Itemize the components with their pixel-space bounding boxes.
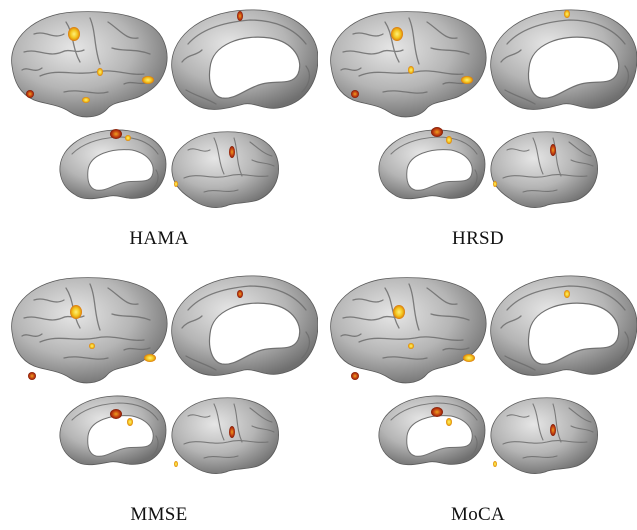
brain-renderings-hrsd xyxy=(329,9,637,209)
brain-panel-hama: HAMA xyxy=(0,0,318,264)
panel-label-mmse: MMSE xyxy=(130,504,188,525)
activation-clusters xyxy=(351,10,570,187)
brain-renderings-mmse xyxy=(10,275,318,475)
brain-renderings-hama xyxy=(10,9,318,209)
panel-label-hama: HAMA xyxy=(129,228,189,249)
activation-clusters xyxy=(28,290,243,467)
activation-clusters xyxy=(351,290,570,467)
brain-panel-mmse: MMSE xyxy=(0,266,318,530)
panel-label-moca: MoCA xyxy=(451,504,505,525)
panel-label-hrsd: HRSD xyxy=(452,228,504,249)
brain-panel-hrsd: HRSD xyxy=(319,0,637,264)
activation-clusters xyxy=(26,11,243,187)
brain-panel-moca: MoCA xyxy=(319,266,637,530)
brain-renderings-moca xyxy=(329,275,637,475)
